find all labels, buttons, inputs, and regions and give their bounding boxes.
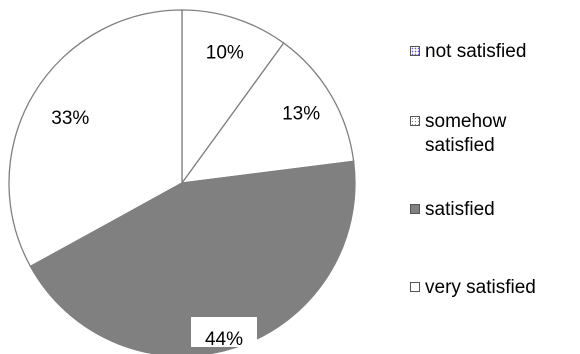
pie-slice-somehow-satisfied (180, 42, 355, 184)
pie-label-satisfied: 44% (205, 329, 243, 350)
legend-label-satisfied-line1: satisfied (425, 199, 495, 220)
pie-slice-satisfied (29, 160, 356, 354)
legend-item-not-satisfied: not satisfied (410, 40, 575, 64)
legend-label-very-satisfied: very satisfied (425, 276, 575, 300)
pie-label-bg-satisfied (191, 317, 257, 347)
pie-label-not-satisfied: 10% (206, 42, 244, 63)
legend-label-very-satisfied-line1: very satisfied (425, 277, 536, 298)
legend-label-somehow-satisfied-line1: somehow (425, 111, 507, 132)
legend-item-satisfied: satisfied (410, 198, 575, 222)
pie-label-very-satisfied: 33% (51, 108, 89, 129)
legend-label-somehow-satisfied: somehow satisfied (425, 110, 575, 158)
legend-swatch-very-satisfied (410, 282, 420, 292)
legend-label-satisfied: satisfied (425, 198, 575, 222)
legend-item-somehow-satisfied: somehow satisfied (410, 110, 575, 158)
legend-label-not-satisfied-line1: not satisfied (425, 41, 527, 62)
legend-swatch-satisfied (410, 204, 420, 214)
pie-label-somehow-satisfied: 13% (282, 104, 320, 125)
legend-label-not-satisfied: not satisfied (425, 40, 575, 64)
pie-chart: 10% 13% 44% 33% (8, 9, 356, 354)
pie-slice-not-satisfied (181, 9, 285, 186)
pie-slice-very-satisfied (8, 9, 183, 268)
chart-legend: not satisfied somehow satisfied satisfie… (410, 0, 578, 354)
legend-item-very-satisfied: very satisfied (410, 276, 575, 300)
legend-label-somehow-satisfied-line2: satisfied (425, 135, 495, 156)
legend-swatch-not-satisfied (410, 46, 420, 56)
legend-swatch-somehow-satisfied (410, 116, 420, 126)
